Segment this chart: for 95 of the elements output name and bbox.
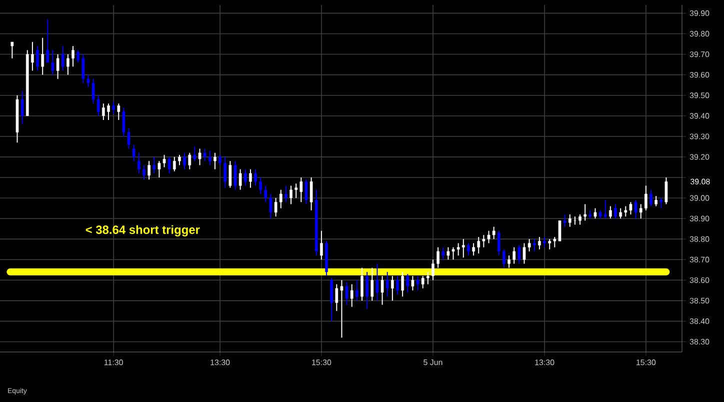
candlestick xyxy=(76,50,80,63)
candlestick xyxy=(178,154,181,166)
candlestick xyxy=(290,185,292,205)
candlestick xyxy=(578,214,582,226)
candlestick xyxy=(366,271,368,310)
candlestick xyxy=(142,164,146,180)
candlestick xyxy=(183,152,186,170)
candlestick xyxy=(102,103,105,120)
candlestick xyxy=(568,214,572,228)
candlestick xyxy=(644,185,648,211)
candlestick xyxy=(497,230,500,256)
candlestick xyxy=(563,214,566,228)
candlestick xyxy=(532,238,536,252)
candlestick xyxy=(168,156,171,174)
ref-line-label: < 38.64 short trigger xyxy=(86,225,200,236)
candlestick xyxy=(41,37,44,76)
candlestick xyxy=(386,271,389,298)
candlestick xyxy=(304,179,308,205)
candlestick xyxy=(214,152,216,170)
candlestick xyxy=(462,238,465,258)
candlestick xyxy=(259,176,262,194)
candlestick xyxy=(594,208,597,220)
candlestick xyxy=(238,168,242,190)
candlestick xyxy=(614,204,617,220)
candlestick xyxy=(634,200,638,220)
candlestick xyxy=(380,276,384,306)
candlestick xyxy=(619,208,622,220)
candlestick xyxy=(436,246,440,268)
candlestick xyxy=(609,206,612,220)
candlestick xyxy=(152,156,156,174)
candlestick xyxy=(574,216,576,226)
candlestick xyxy=(432,259,434,281)
candlestick xyxy=(112,101,115,114)
candlestick xyxy=(442,246,445,260)
candlestick xyxy=(188,152,192,170)
candlestick xyxy=(228,160,232,188)
candlestick xyxy=(244,168,247,186)
candlestick xyxy=(36,46,39,72)
candlestick xyxy=(61,46,64,72)
candlestick xyxy=(254,168,257,186)
candlestick xyxy=(467,242,470,256)
candlestick xyxy=(548,238,552,250)
candlestick xyxy=(56,54,60,80)
candlestick xyxy=(660,198,663,209)
candlestick xyxy=(117,103,120,120)
candlestick xyxy=(203,148,206,162)
candlestick xyxy=(406,273,410,293)
candlestick xyxy=(416,276,420,291)
candlestick xyxy=(426,271,430,285)
candlestick xyxy=(193,146,196,162)
candlestick xyxy=(172,156,176,172)
candlestick xyxy=(31,41,34,72)
candlestick xyxy=(20,90,24,125)
candlestick xyxy=(356,280,358,302)
candlestick xyxy=(218,154,222,166)
candlestick xyxy=(639,204,642,220)
candlestick xyxy=(370,267,374,302)
candlestick xyxy=(148,160,150,180)
candlestick xyxy=(543,236,546,248)
candlestick xyxy=(650,189,652,207)
candlestick xyxy=(584,204,587,222)
candlestick xyxy=(320,230,323,260)
candlestick xyxy=(234,160,237,190)
candlestick xyxy=(518,244,521,264)
candlestick xyxy=(198,148,202,166)
candlestick xyxy=(396,276,399,296)
candlestick xyxy=(401,271,404,298)
candlestick xyxy=(360,267,364,302)
candlestick xyxy=(72,46,74,68)
candlestick xyxy=(330,278,334,322)
candlestick xyxy=(508,254,510,268)
candlestick xyxy=(538,236,541,250)
candlestick xyxy=(294,183,298,199)
candlestick xyxy=(391,276,394,302)
candlestick xyxy=(512,246,516,264)
candlestick xyxy=(472,242,475,256)
candlestick xyxy=(66,54,70,76)
candlestick xyxy=(10,41,14,59)
candlestick xyxy=(249,168,252,188)
candlestick xyxy=(421,276,424,289)
candlestick xyxy=(208,150,212,166)
candlestick xyxy=(300,176,303,203)
candlestick xyxy=(664,176,668,205)
candlestick xyxy=(502,248,506,268)
candlestick xyxy=(310,176,313,211)
candlestick xyxy=(138,152,140,174)
candlestick xyxy=(350,284,354,308)
candlestick xyxy=(411,276,414,291)
candlestick xyxy=(107,103,110,120)
candlestick xyxy=(284,185,288,203)
candlestick xyxy=(345,282,348,306)
candlestick xyxy=(132,144,136,162)
candlestick xyxy=(654,195,658,207)
candlestick xyxy=(224,156,227,188)
candlestick xyxy=(376,263,379,302)
